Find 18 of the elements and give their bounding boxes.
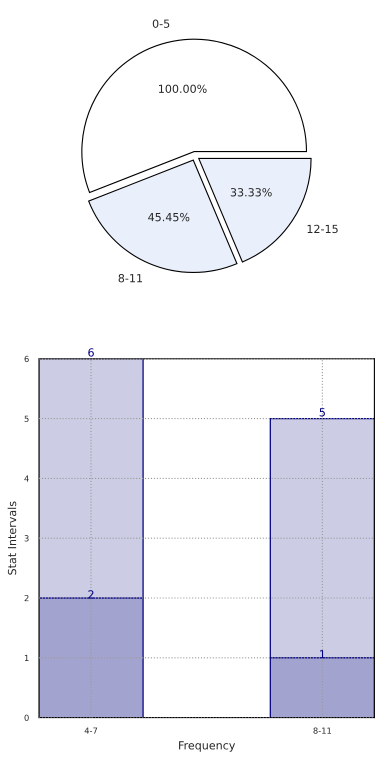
x-tick-label: 4-7 bbox=[84, 728, 98, 734]
x-axis-title: Frequency bbox=[179, 741, 236, 752]
total-label: 5 bbox=[320, 408, 325, 416]
y-tick-label: 0 bbox=[24, 714, 29, 721]
slice-label: 8-11 bbox=[118, 274, 142, 282]
total-label: 6 bbox=[88, 348, 94, 357]
y-tick-label: 6 bbox=[24, 356, 29, 362]
y-tick-label: 4 bbox=[24, 475, 29, 482]
y-tick-label: 1 bbox=[24, 654, 29, 661]
data-label: 45.45% bbox=[148, 212, 190, 222]
y-tick-label: 2 bbox=[24, 594, 28, 602]
slice-label: 12-15 bbox=[308, 224, 338, 234]
data-label: 100.00% bbox=[159, 84, 207, 93]
slice-label: 0-5 bbox=[152, 19, 170, 28]
y-tick-label: 3 bbox=[24, 535, 29, 542]
y-tick-label: 5 bbox=[24, 416, 29, 422]
y-axis-title: Stat Intervals bbox=[8, 502, 16, 575]
data-label: 33.33% bbox=[230, 188, 272, 196]
